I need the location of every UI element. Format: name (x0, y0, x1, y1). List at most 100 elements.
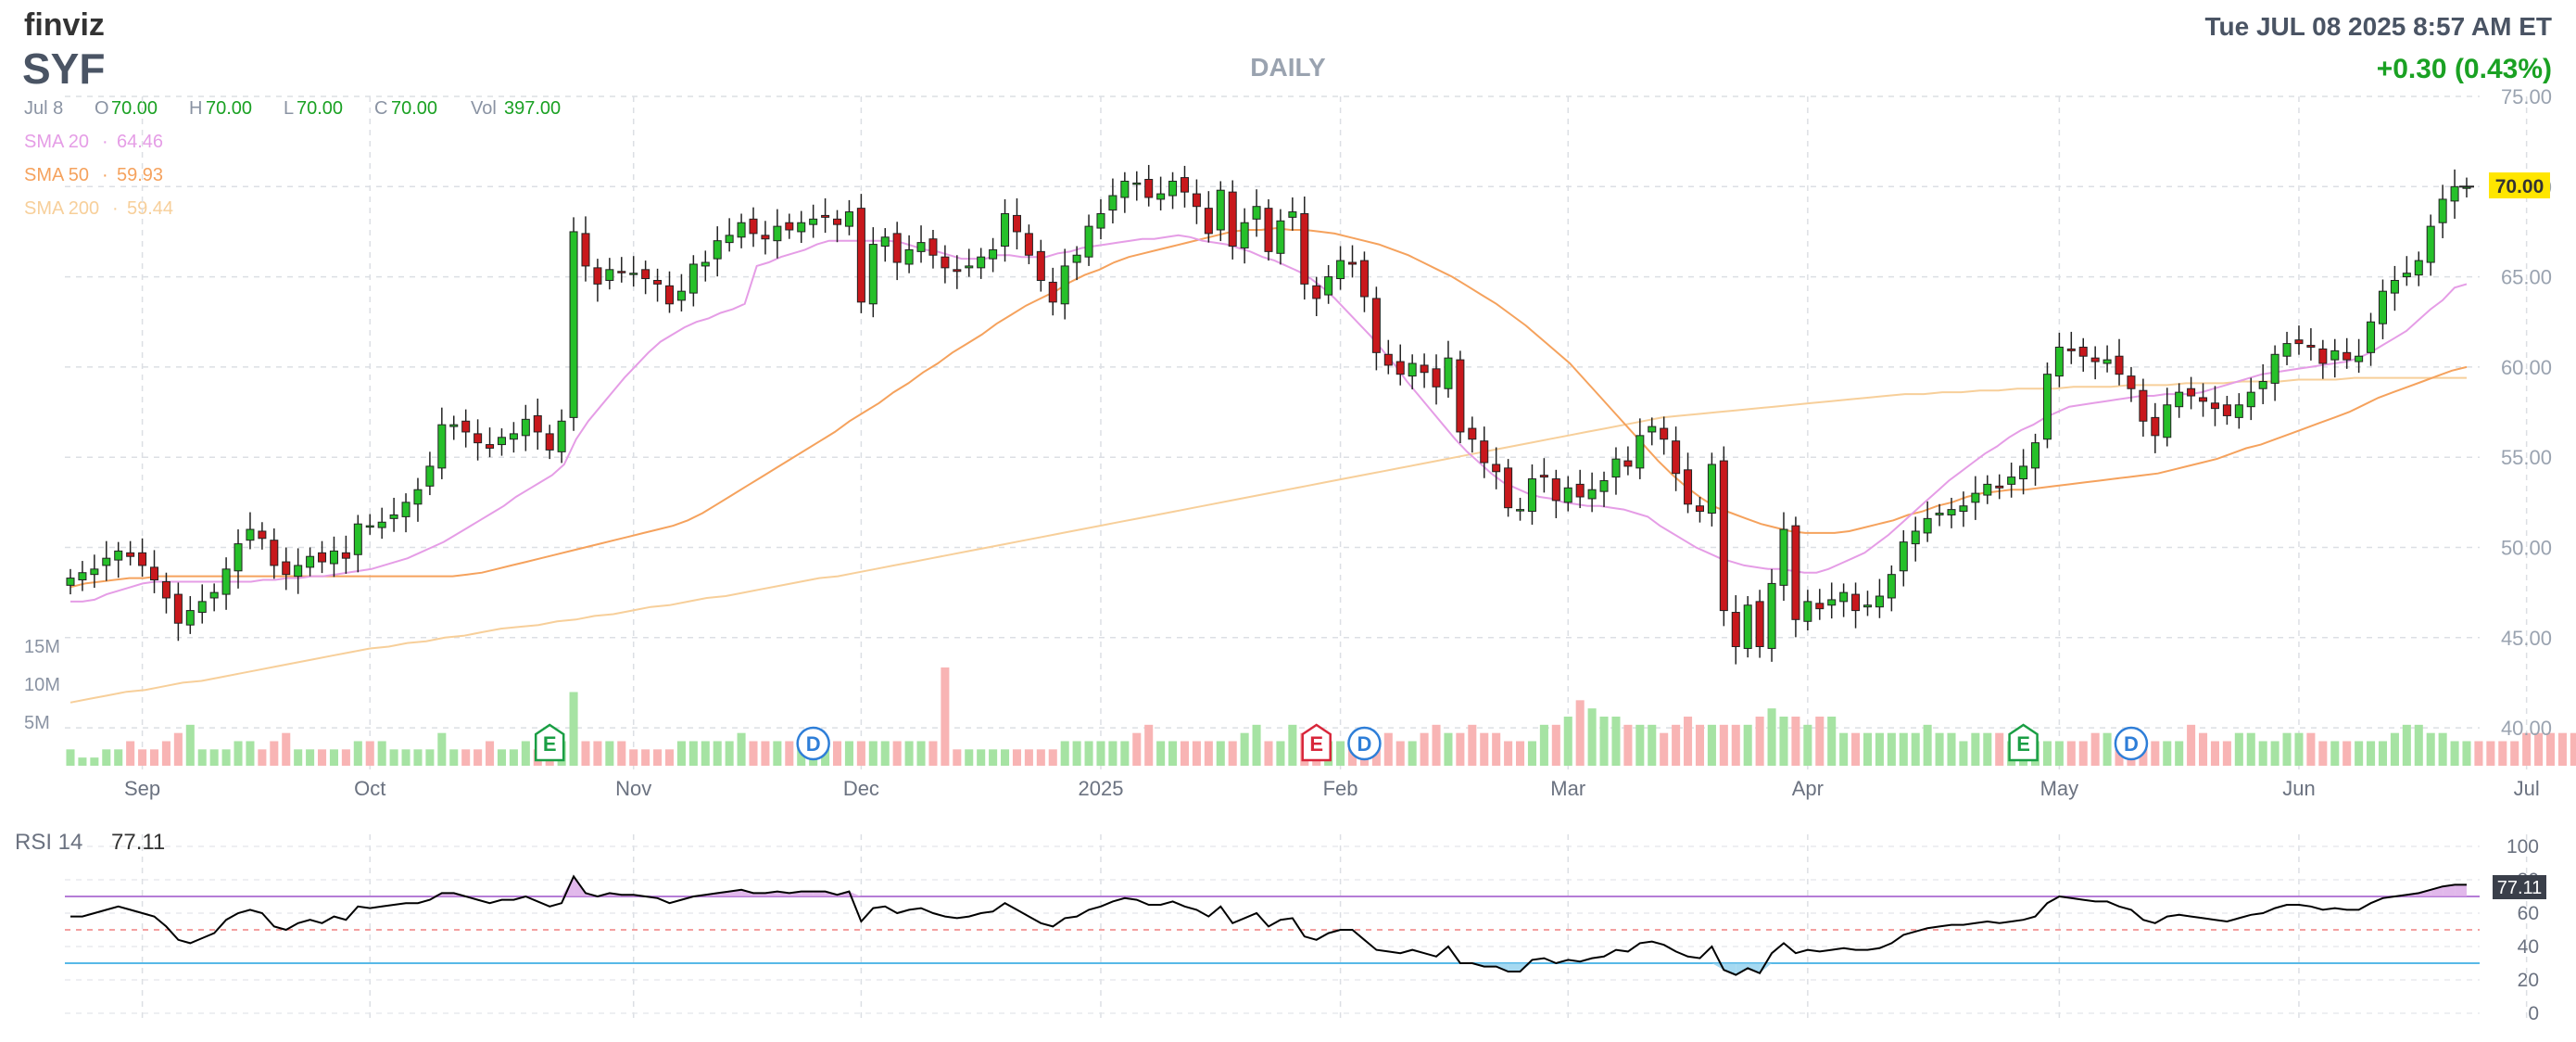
sma50-value: 59.93 (117, 165, 163, 185)
candle-body (1324, 276, 1333, 296)
candle-body (1348, 261, 1357, 265)
candle-body (1168, 180, 1178, 197)
candle-body (676, 290, 686, 301)
candle-body (2258, 380, 2267, 389)
event-letter: D (1357, 732, 1371, 756)
low-value: 70.00 (297, 98, 343, 119)
volume-bar (1767, 708, 1776, 766)
volume-bar (521, 741, 530, 766)
candle-body (1623, 460, 1633, 467)
candle-body (1120, 180, 1130, 198)
candle-body (1359, 260, 1369, 298)
volume-bar (341, 749, 350, 766)
finviz-logo[interactable]: finviz (24, 7, 105, 43)
candle-body (1383, 353, 1393, 366)
candle-body (605, 269, 614, 281)
volume-bar (569, 692, 578, 766)
volume-bar (66, 749, 75, 766)
candle-body (1192, 193, 1201, 208)
volume-bar (2570, 732, 2576, 766)
volume-bar (1012, 749, 1021, 766)
candle-body (78, 572, 87, 581)
candle-body (1695, 505, 1704, 513)
candle-body (1420, 364, 1429, 374)
candle-body (2378, 290, 2387, 324)
volume-bar (102, 749, 111, 766)
candle-body (1851, 593, 1861, 612)
candle-body (126, 552, 135, 557)
dividend-icon (2114, 726, 2149, 761)
volume-bar (1420, 732, 1429, 766)
candle-body (1144, 179, 1154, 198)
candle-body (2330, 349, 2340, 361)
volume-bar (785, 741, 794, 766)
candle-body (2270, 353, 2279, 384)
volume-bar (1719, 724, 1728, 766)
candle-body (2115, 355, 2124, 375)
candle-body (629, 273, 638, 275)
candle-body (701, 261, 710, 267)
volume-bar (713, 741, 722, 766)
volume-bar (773, 741, 782, 766)
volume-bar (581, 741, 590, 766)
volume-bar (1504, 741, 1513, 766)
candle-body (1012, 214, 1021, 233)
volume-bar (1635, 724, 1645, 766)
candle-body (2367, 321, 2376, 353)
candle-body (150, 566, 159, 581)
volume-bar (474, 749, 483, 766)
volume-bar (2498, 741, 2507, 766)
volume-bar (2474, 741, 2483, 766)
candle-body (1660, 427, 1669, 440)
x-tick-label: Mar (1550, 777, 1585, 800)
candle-body (2246, 391, 2255, 408)
candle-body (221, 568, 231, 595)
volume-bar (1791, 717, 1800, 766)
sma50-label: SMA 50 (24, 165, 89, 185)
candle-body (1551, 478, 1560, 502)
volume-bar (2078, 741, 2088, 766)
volume-bar (2378, 741, 2388, 766)
volume-bar (90, 757, 99, 766)
candle-body (1527, 478, 1536, 513)
volume-bar (1144, 724, 1154, 766)
volume-bar (2402, 724, 2411, 766)
volume-bar (1827, 717, 1837, 766)
rsi-tick-label: 40 (2518, 936, 2539, 958)
volume-bar (1228, 741, 1237, 766)
candle-body (2342, 351, 2352, 361)
candle-body (1468, 427, 1477, 440)
candle-body (329, 550, 338, 565)
volume-bar (2282, 732, 2292, 766)
candle-body (461, 420, 471, 433)
candle-body (1300, 212, 1309, 285)
volume-bar (437, 732, 447, 766)
volume-bar (2462, 741, 2471, 766)
close-label: C (374, 98, 387, 119)
candle-body (2127, 375, 2136, 389)
candle-body (941, 256, 950, 269)
candle-body (282, 561, 291, 576)
candle-body (773, 225, 782, 242)
candle-body (486, 444, 495, 449)
candle-body (688, 263, 698, 294)
candle-body (1096, 212, 1105, 229)
volume-bar (1911, 732, 1920, 766)
volume-bar (1001, 749, 1010, 766)
rsi-tick-label: 20 (2518, 970, 2539, 991)
volume-bar (2042, 741, 2052, 766)
volume-value: 397.00 (504, 98, 561, 119)
rsi-oversold-fill (1724, 963, 1736, 975)
candle-body (785, 222, 794, 231)
candle-body (617, 271, 626, 273)
volume-bar (1156, 741, 1166, 766)
volume-bar (1743, 724, 1752, 766)
volume-bar (1180, 741, 1190, 766)
candle-body (2175, 391, 2184, 408)
volume-bar (2102, 732, 2112, 766)
volume-bar (2545, 732, 2556, 766)
volume-bar (413, 749, 423, 766)
candle-body (437, 424, 447, 469)
rsi-oversold-fill (1760, 963, 1773, 973)
